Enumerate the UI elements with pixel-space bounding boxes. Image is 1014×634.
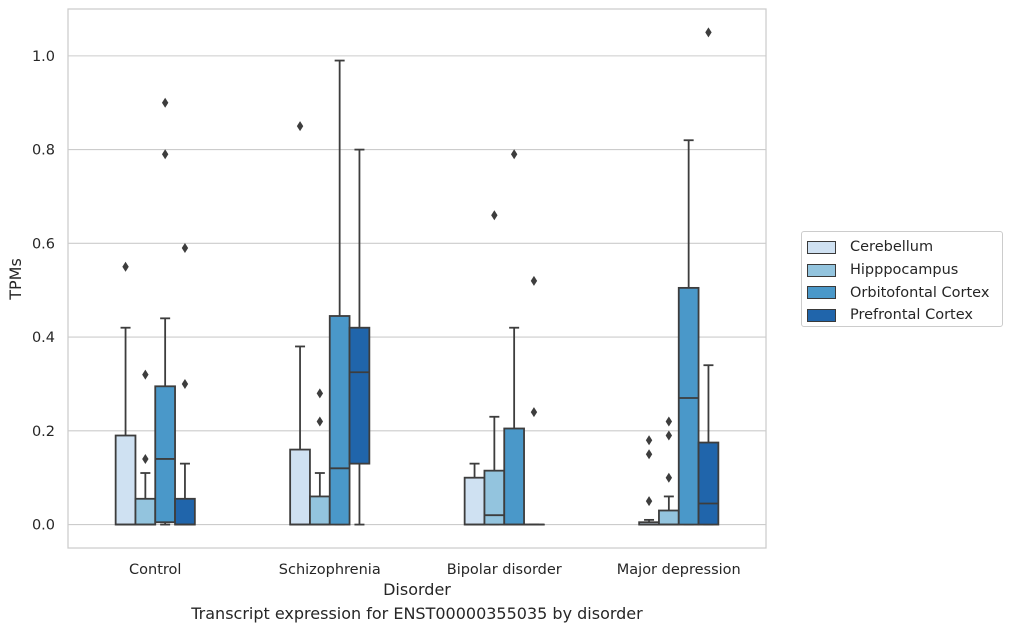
legend-item-prefrontal-cortex: Prefrontal Cortex xyxy=(807,304,1002,327)
box-body xyxy=(503,427,525,526)
box-3-3 xyxy=(697,27,720,526)
outlier-point xyxy=(122,261,129,272)
box-0-3 xyxy=(174,243,196,526)
box-2-3 xyxy=(523,275,545,526)
x-axis-label: Disorder xyxy=(383,580,451,599)
legend-label-prefrontal-cortex: Prefrontal Cortex xyxy=(850,307,973,324)
legend-swatch-cerebellum xyxy=(807,240,836,254)
box-1-3 xyxy=(348,148,371,526)
y-tick-label: 0.0 xyxy=(32,518,55,534)
box-2-1 xyxy=(483,210,506,526)
box-body xyxy=(134,497,157,526)
legend-label-orbitofrontal-cortex: Orbitofontal Cortex xyxy=(850,284,990,301)
y-tick-label: 0.6 xyxy=(32,236,55,252)
y-tick-label: 0.2 xyxy=(32,424,55,440)
box-body xyxy=(174,497,196,526)
plot-frame xyxy=(67,8,767,549)
outlier-point xyxy=(645,435,653,446)
outlier-point xyxy=(665,472,673,483)
outlier-point xyxy=(491,210,498,221)
outlier-point xyxy=(296,121,304,132)
box-body xyxy=(348,326,371,465)
box-1-2 xyxy=(328,59,351,526)
outlier-point xyxy=(316,388,324,399)
box-0-2 xyxy=(154,97,176,526)
chart-caption: Transcript expression for ENST0000035503… xyxy=(191,604,643,623)
legend-swatch-prefrontal-cortex xyxy=(807,308,836,322)
legend-swatch-hippocampus xyxy=(807,263,836,277)
box-body xyxy=(154,385,176,524)
legend-item-hippocampus: Hipppocampus xyxy=(807,259,1002,282)
outlier-point xyxy=(530,407,538,418)
box-3-0 xyxy=(638,435,660,526)
legend: Cerebellum Hipppocampus Orbitofontal Cor… xyxy=(801,231,1003,327)
outlier-point xyxy=(142,369,149,380)
box-0-0 xyxy=(114,261,137,526)
outlier-point xyxy=(181,243,189,254)
outlier-point xyxy=(181,378,189,389)
outlier-point xyxy=(665,430,673,441)
box-body xyxy=(658,509,680,526)
box-body xyxy=(114,434,137,526)
box-2-2 xyxy=(503,149,525,526)
boxes xyxy=(114,27,720,526)
x-tick-labels: Control Schizophrenia Bipolar disorder Majo… xyxy=(129,562,741,578)
box-body xyxy=(677,286,700,526)
outlier-point xyxy=(161,149,169,160)
box-body xyxy=(697,441,720,526)
y-tick-label: 0.4 xyxy=(32,330,55,346)
legend-label-cerebellum: Cerebellum xyxy=(850,239,934,256)
outlier-point xyxy=(645,496,653,507)
outlier-point xyxy=(530,275,538,286)
outlier-point xyxy=(645,449,653,460)
outlier-point xyxy=(142,453,149,464)
outlier-point xyxy=(161,97,169,108)
box-2-0 xyxy=(463,462,486,526)
box-1-0 xyxy=(289,121,311,526)
box-body xyxy=(328,315,351,526)
legend-item-cerebellum: Cerebellum xyxy=(807,236,1002,259)
y-tick-label: 0.8 xyxy=(32,143,55,159)
legend-label-hippocampus: Hipppocampus xyxy=(850,262,959,279)
outlier-point xyxy=(510,149,518,160)
box-body xyxy=(463,476,486,526)
y-tick-labels: 0.0 0.2 0.4 0.6 0.8 1.0 xyxy=(32,49,55,534)
box-1-1 xyxy=(309,388,331,526)
box-body xyxy=(309,495,331,526)
legend-item-orbitofrontal-cortex: Orbitofontal Cortex xyxy=(807,281,1002,304)
outlier-point xyxy=(316,416,324,427)
y-tick-label: 1.0 xyxy=(32,49,55,65)
box-3-1 xyxy=(658,416,680,526)
x-tick-label: Bipolar disorder xyxy=(447,562,562,578)
box-0-1 xyxy=(134,369,157,526)
legend-swatch-orbitofrontal-cortex xyxy=(807,286,836,300)
outlier-point xyxy=(705,27,712,38)
outlier-point xyxy=(665,416,673,427)
y-axis-label: TPMs xyxy=(6,258,25,301)
x-tick-label: Control xyxy=(129,562,181,578)
x-tick-label: Schizophrenia xyxy=(279,562,381,578)
box-body xyxy=(483,469,506,526)
box-body xyxy=(289,448,311,526)
x-tick-label: Major depression xyxy=(617,562,741,578)
box-3-2 xyxy=(677,139,700,526)
